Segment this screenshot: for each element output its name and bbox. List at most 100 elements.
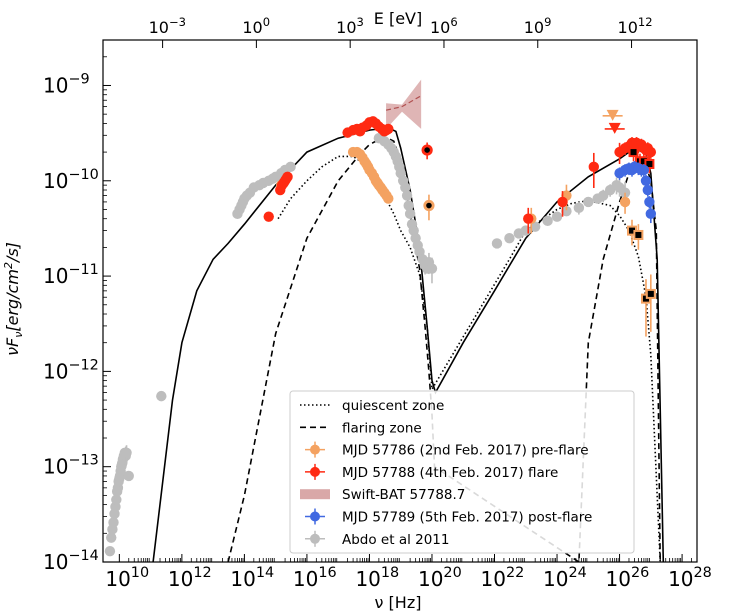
data-point <box>282 171 293 183</box>
tick-exponent: 9 <box>544 15 551 29</box>
x-tick-label: 1014 <box>230 565 274 591</box>
legend-label: MJD 57789 (5th Feb. 2017) post-flare <box>342 510 592 526</box>
tick-exponent: 22 <box>506 565 524 581</box>
y-tick-label: 10−14 <box>43 548 99 574</box>
data-point <box>383 123 394 135</box>
data-point <box>383 193 394 204</box>
tick-base: 10 <box>43 169 68 193</box>
top-axis-title: E [eV] <box>374 9 422 28</box>
legend-marker <box>310 533 320 544</box>
tick-base: 10 <box>293 567 318 591</box>
tick-base: 10 <box>43 455 68 479</box>
x-tick-label: 1012 <box>168 565 212 591</box>
tick-base: 10 <box>543 567 568 591</box>
tick-base: 10 <box>242 18 262 37</box>
data-point <box>551 211 563 222</box>
tick-base: 10 <box>149 18 169 37</box>
y-axis-title: νFν[erg/cm2/s] <box>2 242 25 356</box>
x-tick-label: 1020 <box>418 565 462 591</box>
upper-limit-marker <box>606 109 619 121</box>
y-axis-title-part: ν <box>12 332 25 338</box>
tick-base: 10 <box>43 73 68 97</box>
data-point <box>111 494 122 505</box>
data-point <box>156 390 167 402</box>
y-tick-label: 10−9 <box>43 71 90 97</box>
data-point <box>645 208 657 220</box>
tick-exponent: 6 <box>450 15 457 29</box>
y-tick-label: 10−13 <box>43 453 99 479</box>
data-point <box>491 238 503 249</box>
tick-exponent: 16 <box>318 565 336 581</box>
top-tick-label: 106 <box>430 15 458 37</box>
data-point <box>285 161 296 173</box>
data-point-core <box>426 202 432 209</box>
x-tick-label: 1024 <box>543 565 587 591</box>
x-axis-title: ν [Hz] <box>375 593 422 611</box>
y-axis-title-part: 2 <box>2 262 15 269</box>
data-point-core <box>424 147 430 153</box>
tick-exponent: 24 <box>568 565 586 581</box>
tick-base: 10 <box>43 264 68 288</box>
data-point <box>642 184 653 196</box>
x-tick-label: 1010 <box>105 565 149 591</box>
data-point <box>121 447 132 458</box>
data-point <box>619 196 631 208</box>
axes: 1010 1012 1014 1016 1018 1020 1022 1024 1026 1028… <box>43 15 712 591</box>
data-point-square-core <box>647 290 654 297</box>
data-point <box>588 161 599 173</box>
tick-base: 10 <box>618 18 638 37</box>
tick-base: 10 <box>43 550 68 574</box>
data-point <box>404 208 416 220</box>
data-point <box>583 196 594 208</box>
data-point <box>640 175 652 186</box>
tick-base: 10 <box>430 18 450 37</box>
data-point <box>638 164 650 176</box>
data-point <box>504 232 515 244</box>
y-axis-title-part: [erg/cm <box>3 269 22 332</box>
legend-band-swatch <box>300 489 330 500</box>
data-point-square-core <box>640 158 647 165</box>
data-point <box>644 196 655 208</box>
data-point <box>598 190 609 201</box>
x-tick-label: 1026 <box>606 565 650 591</box>
x-tick-label: 1018 <box>355 565 399 591</box>
tick-base: 10 <box>481 567 506 591</box>
data-point <box>401 190 413 201</box>
swift-bat-line <box>385 95 422 111</box>
tick-base: 10 <box>668 567 693 591</box>
y-tick-label: 10−10 <box>43 167 99 193</box>
data-point <box>557 196 568 208</box>
curve-total <box>152 126 665 562</box>
tick-base: 10 <box>336 18 356 37</box>
data-point <box>542 215 553 227</box>
data-point <box>104 545 116 557</box>
x-tick-label: 1022 <box>481 565 525 591</box>
tick-exponent: 10 <box>131 565 149 581</box>
data-point <box>561 205 572 217</box>
legend: quiescent zone flaring zone MJD 57786 (2nd… <box>289 390 635 554</box>
y-axis-title-part: /s] <box>3 242 22 264</box>
tick-base: 10 <box>418 567 443 591</box>
tick-exponent: 12 <box>638 15 653 29</box>
tick-base: 10 <box>230 567 255 591</box>
tick-exponent: 14 <box>256 565 274 581</box>
data-point <box>523 213 534 224</box>
data-point <box>106 532 117 543</box>
data-point-square-core <box>630 149 637 156</box>
y-tick-label: 10−11 <box>43 262 99 288</box>
y-axis-title-part: νF <box>3 337 22 356</box>
tick-exponent: −9 <box>68 71 89 87</box>
tick-exponent: −14 <box>68 548 98 564</box>
plot-frame <box>102 39 698 563</box>
tick-exponent: −12 <box>68 357 98 373</box>
tick-base: 10 <box>105 567 130 591</box>
legend-label: flaring zone <box>342 420 422 436</box>
y-tick-label: 10−12 <box>43 357 99 383</box>
tick-exponent: −13 <box>68 453 98 469</box>
tick-exponent: −11 <box>68 262 98 278</box>
tick-exponent: 26 <box>631 565 649 581</box>
top-tick-label: 103 <box>336 15 364 37</box>
top-tick-label: 100 <box>242 15 270 37</box>
top-tick-label: 10−3 <box>149 15 186 37</box>
legend-marker <box>310 466 320 477</box>
